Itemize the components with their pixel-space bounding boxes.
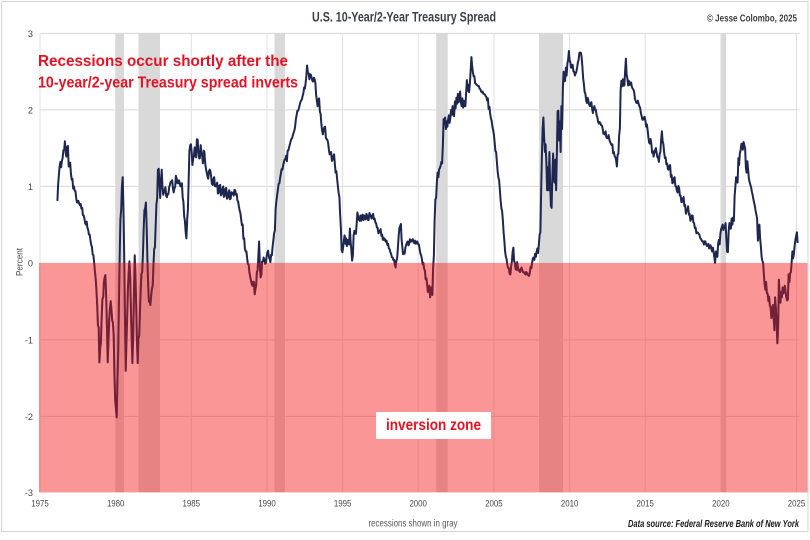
svg-text:1985: 1985 xyxy=(183,499,201,509)
svg-text:1975: 1975 xyxy=(31,499,49,509)
svg-text:-3: -3 xyxy=(25,488,33,498)
svg-text:Recessions occur shortly after: Recessions occur shortly after the xyxy=(38,53,288,70)
svg-text:1: 1 xyxy=(28,182,33,192)
svg-text:recessions shown in gray: recessions shown in gray xyxy=(369,519,458,530)
svg-text:1990: 1990 xyxy=(258,499,276,509)
svg-text:inversion zone: inversion zone xyxy=(386,417,481,434)
svg-text:1995: 1995 xyxy=(334,499,352,509)
svg-text:Percent: Percent xyxy=(14,248,25,276)
svg-text:2010: 2010 xyxy=(561,499,579,509)
svg-text:2005: 2005 xyxy=(485,499,503,509)
svg-text:2: 2 xyxy=(28,105,33,115)
svg-text:U.S. 10-Year/2-Year Treasury S: U.S. 10-Year/2-Year Treasury Spread xyxy=(312,9,496,24)
svg-text:© Jesse Colombo, 2025: © Jesse Colombo, 2025 xyxy=(707,14,797,25)
svg-text:2000: 2000 xyxy=(409,499,427,509)
svg-text:-2: -2 xyxy=(25,412,33,422)
svg-text:10-year/2-year Treasury spread: 10-year/2-year Treasury spread inverts xyxy=(38,74,298,91)
svg-text:3: 3 xyxy=(28,29,33,39)
svg-text:2020: 2020 xyxy=(712,499,730,509)
svg-text:1980: 1980 xyxy=(107,499,125,509)
svg-text:2015: 2015 xyxy=(636,499,654,509)
svg-text:Data source: Federal Reserve B: Data source: Federal Reserve Bank of New… xyxy=(628,518,800,530)
svg-text:-1: -1 xyxy=(25,335,33,345)
svg-text:2025: 2025 xyxy=(788,499,806,509)
svg-text:0: 0 xyxy=(28,258,33,268)
